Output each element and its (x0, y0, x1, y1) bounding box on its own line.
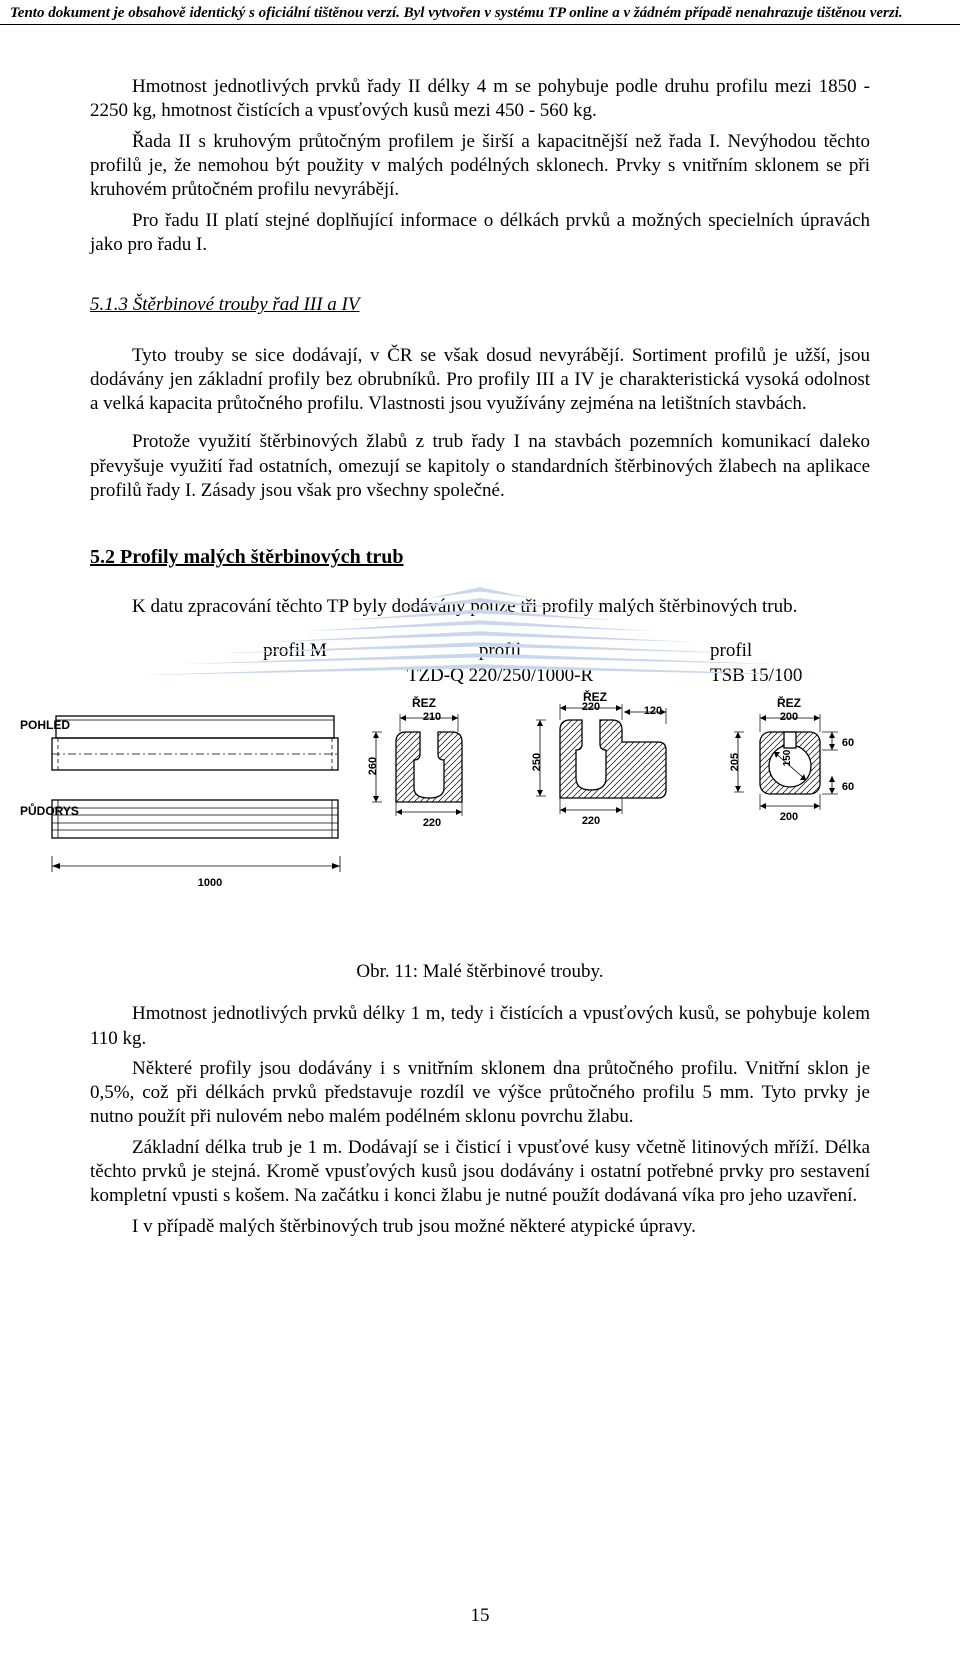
paragraph: Hmotnost jednotlivých prvků délky 1 m, t… (90, 1002, 870, 1051)
dim-value: 200 (774, 810, 804, 824)
dim-value: 250 (530, 742, 544, 782)
page-number: 15 (0, 1605, 960, 1627)
paragraph: Hmotnost jednotlivých prvků řady II délk… (90, 75, 870, 124)
paragraph: Tyto trouby se sice dodávají, v ČR se vš… (90, 344, 870, 417)
header-watermark: Tento dokument je obsahově identický s o… (0, 0, 960, 25)
profile-label: profil (350, 639, 650, 663)
dim-value: 200 (774, 710, 804, 724)
dim-value: 60 (838, 736, 858, 750)
drawing-rez-tsb (746, 710, 856, 820)
section-heading: 5.2 Profily malých štěrbinových trub (90, 545, 870, 571)
profile-label: TSB 15/100 (710, 664, 850, 688)
drawing-rez-tzd (548, 702, 678, 822)
dim-value: 120 (638, 704, 668, 718)
paragraph: Některé profily jsou dodávány i s vnitřn… (90, 1057, 870, 1130)
dim-value: 220 (576, 814, 606, 828)
paragraph: Protože využití štěrbinových žlabů z tru… (90, 430, 870, 503)
profiles-header: profil M profil TZD-Q 220/250/1000-R pro… (90, 639, 870, 688)
page: Tento dokument je obsahově identický s o… (0, 0, 960, 1655)
content-body: Hmotnost jednotlivých prvků řady II délk… (0, 25, 960, 1239)
dim-value: 220 (412, 816, 452, 830)
dim-length (46, 854, 346, 878)
drawing-pudorys (50, 796, 342, 842)
subsection-heading: 5.1.3 Štěrbinové trouby řad III a IV (90, 293, 870, 317)
dim-value: 1000 (180, 876, 240, 890)
profile-label: profil (710, 639, 850, 663)
profile-label: TZD-Q 220/250/1000-R (350, 664, 650, 688)
dim-value: 60 (838, 780, 858, 794)
paragraph: Pro řadu II platí stejné doplňující info… (90, 209, 870, 258)
paragraph: I v případě malých štěrbinových trub jso… (90, 1215, 870, 1239)
dim-value: 220 (576, 700, 606, 714)
dim-value: 150 (782, 744, 795, 772)
profile-label: profil M (240, 639, 350, 663)
paragraph: K datu zpracování těchto TP byly dodáván… (90, 595, 870, 619)
figure-caption: Obr. 11: Malé štěrbinové trouby. (90, 960, 870, 984)
dim-value: 210 (412, 710, 452, 724)
dim-value: 205 (728, 744, 742, 780)
paragraph: Základní délka trub je 1 m. Dodávají se … (90, 1136, 870, 1209)
paragraph: Řada II s kruhovým průtočným profilem je… (90, 130, 870, 203)
drawing-pohled (50, 712, 342, 776)
dim-value: 260 (366, 746, 380, 786)
drawing-rez-m (386, 710, 476, 820)
figure-11: POHLED PŮDORYS ŘEZ ŘEZ ŘEZ (90, 696, 870, 946)
